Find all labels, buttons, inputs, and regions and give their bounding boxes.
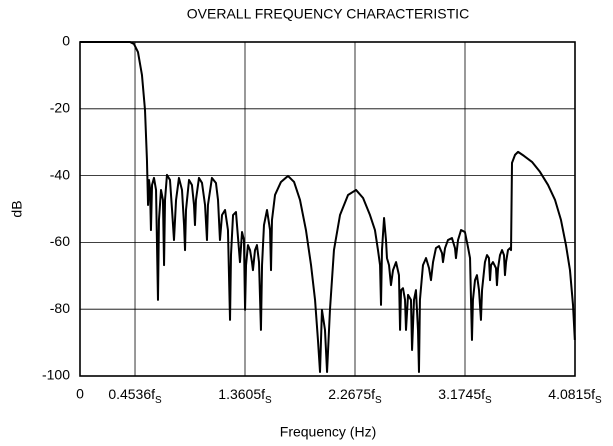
- y-tick-label: -80: [50, 300, 70, 316]
- x-axis-label: Frequency (Hz): [280, 424, 376, 440]
- y-tick-label: 0: [62, 33, 70, 49]
- y-tick-label: -20: [50, 100, 70, 116]
- y-tick-label: -40: [50, 166, 70, 182]
- x-tick-label: 2.2675fS: [328, 386, 382, 406]
- plot-frame: [79, 41, 576, 377]
- x-tick-label: 0: [76, 386, 84, 402]
- x-tick-label: 1.3605fS: [218, 386, 272, 406]
- response-line: [80, 41, 576, 373]
- x-tick-label: 4.0815fS: [548, 386, 602, 406]
- x-tick-label: 3.1745fS: [438, 386, 492, 406]
- y-tick-label: -60: [50, 233, 70, 249]
- y-tick-label: -100: [42, 367, 70, 383]
- x-tick-label: 0.4536fS: [108, 386, 162, 406]
- y-axis-label: dB: [9, 200, 25, 217]
- chart-title: OVERALL FREQUENCY CHARACTERISTIC: [187, 6, 469, 22]
